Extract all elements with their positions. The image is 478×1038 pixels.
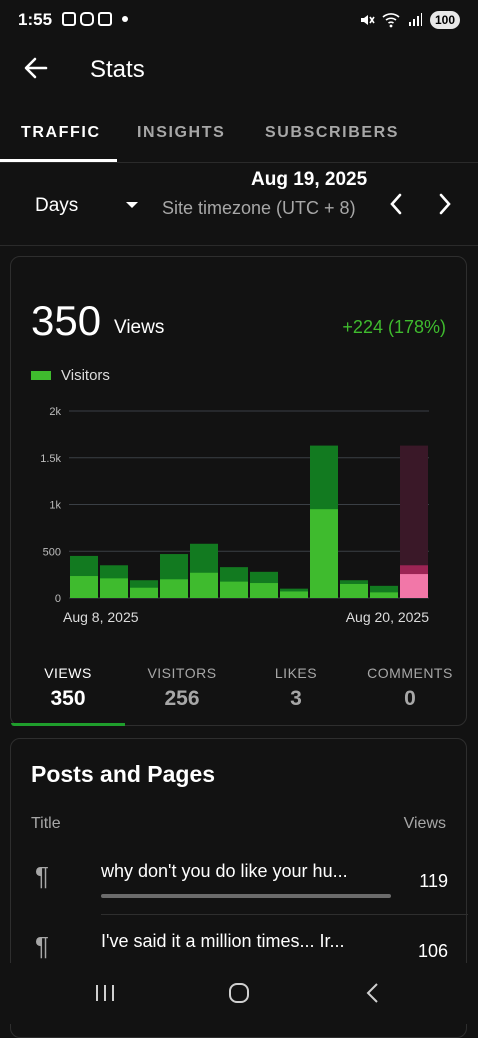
metric-visitors[interactable]: VISITORS 256	[125, 665, 239, 711]
timezone-label: Site timezone (UTC + 8)	[162, 198, 356, 218]
metric-label: LIKES	[274, 665, 318, 681]
legend-swatch	[31, 371, 51, 380]
y-tick-label: 2k	[49, 406, 61, 418]
bar-chart: 0 500 1k 1.5k 2k Aug 8, 2025 Aug 20, 2025	[40, 406, 430, 625]
summary-delta: +224 (178%)	[342, 317, 446, 337]
metric-value: 0	[404, 687, 416, 710]
column-views-header: Views	[403, 815, 446, 832]
metric-value: 350	[50, 687, 86, 710]
calendar-icon	[98, 12, 112, 26]
tab-insights[interactable]: INSIGHTS	[137, 124, 226, 141]
metric-value: 256	[164, 687, 200, 710]
stats-tabs: TRAFFIC INSIGHTS SUBSCRIBERS	[0, 110, 478, 163]
visitors-bar	[130, 587, 158, 598]
status-bar: 1:55 100	[0, 0, 478, 44]
wifi-icon	[382, 13, 400, 28]
metric-likes[interactable]: LIKES 3	[239, 665, 353, 711]
previous-date-icon[interactable]	[385, 191, 409, 217]
post-title: why don't you do like your hu...	[101, 861, 348, 881]
metric-comments[interactable]: COMMENTS 0	[353, 665, 467, 711]
status-time: 1:55	[18, 10, 53, 29]
tab-indicator	[0, 159, 117, 162]
metric-label: COMMENTS	[367, 665, 453, 681]
visitors-bar	[370, 592, 398, 598]
visitors-bar	[250, 583, 278, 598]
post-views-bar	[101, 894, 391, 898]
divider	[101, 914, 468, 915]
selected-date: Aug 19, 2025	[251, 169, 368, 190]
y-tick-label: 500	[43, 546, 61, 558]
visitors-bar	[310, 509, 338, 598]
list-item[interactable]: ¶ I've said it a million times... Ir... …	[11, 915, 468, 985]
post-title: I've said it a million times... Ir...	[101, 931, 345, 951]
list-item[interactable]: ¶ why don't you do like your hu... 119	[11, 845, 468, 915]
chart-legend: Visitors	[31, 367, 110, 384]
visitors-bar	[340, 583, 368, 598]
visitors-bar	[220, 581, 248, 598]
x-end-label: Aug 20, 2025	[346, 609, 430, 625]
battery-indicator: 100	[429, 11, 460, 29]
metric-label: VIEWS	[44, 665, 92, 681]
next-date-icon[interactable]	[432, 191, 456, 217]
system-icons: 100	[359, 11, 460, 29]
notification-icons	[62, 12, 128, 26]
dot-icon	[122, 16, 128, 22]
page-title: Stats	[90, 56, 145, 83]
visitors-bar	[190, 572, 218, 598]
x-start-label: Aug 8, 2025	[63, 609, 139, 625]
y-tick-label: 1.5k	[40, 453, 61, 465]
metric-value: 3	[290, 687, 302, 710]
signal-icon	[408, 13, 422, 26]
back-nav-icon[interactable]	[362, 982, 386, 1004]
home-icon[interactable]	[227, 982, 251, 1004]
visitors-bar	[70, 576, 98, 598]
tab-traffic[interactable]: TRAFFIC	[21, 124, 101, 141]
mute-icon	[360, 15, 375, 25]
metric-views[interactable]: VIEWS 350	[11, 665, 125, 711]
post-views: 106	[417, 941, 448, 961]
date-controls: Days Aug 19, 2025 Site timezone (UTC + 8…	[0, 163, 478, 246]
page-icon: ¶	[35, 861, 49, 891]
stats-card: 350 Views +224 (178%) Visitors 0 500 1k 1.5…	[10, 256, 467, 726]
post-views: 119	[419, 871, 448, 891]
column-title-header: Title	[31, 815, 61, 832]
page-icon: ¶	[35, 931, 49, 961]
system-navigation-bar	[0, 963, 478, 1024]
recent-apps-icon[interactable]	[93, 982, 117, 1004]
visitors-bar	[280, 591, 308, 598]
y-tick-label: 0	[55, 593, 61, 605]
instagram-icon	[80, 12, 94, 26]
back-arrow-icon[interactable]	[22, 54, 50, 82]
y-tick-label: 1k	[49, 500, 61, 512]
chevron-down-icon[interactable]	[126, 202, 138, 208]
legend-label: Visitors	[61, 367, 110, 384]
metric-indicator	[11, 723, 125, 726]
period-dropdown[interactable]: Days	[35, 195, 79, 216]
section-title: Posts and Pages	[31, 761, 216, 787]
summary-value: 350	[31, 297, 102, 344]
visitors-bar	[160, 579, 188, 598]
summary-label: Views	[114, 317, 165, 338]
posts-and-pages-card: Posts and Pages Title Views ¶ why don't …	[10, 738, 468, 1038]
metric-label: VISITORS	[147, 665, 217, 681]
tab-subscribers[interactable]: SUBSCRIBERS	[265, 124, 400, 141]
screenshot-icon	[62, 12, 76, 26]
visitors-bar	[100, 578, 128, 598]
visitors-bar	[400, 574, 428, 598]
